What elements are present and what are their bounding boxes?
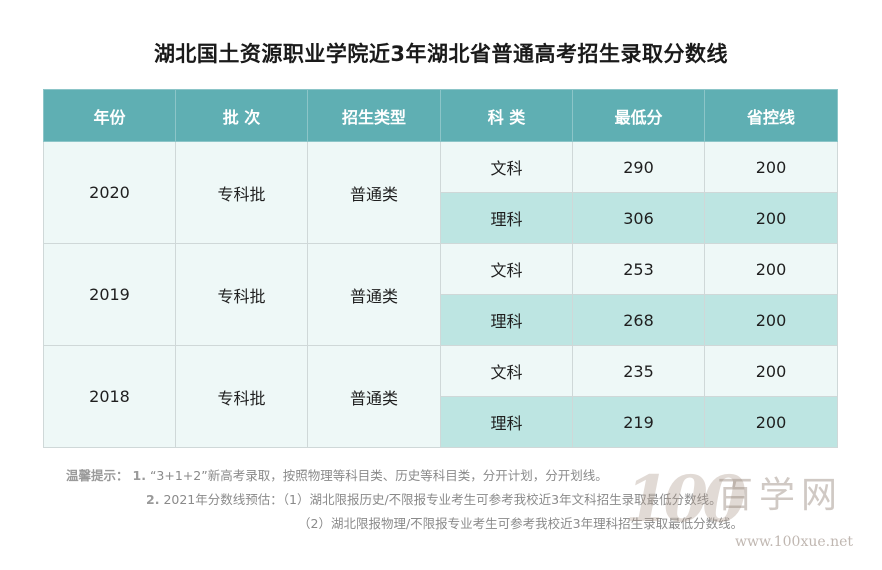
control-line-cell: 200	[704, 141, 838, 193]
table-row: 理科 268 200	[44, 294, 838, 346]
note-text: “3+1+2”新高考录取，按照物理等科目类、历史等科目类，分开计划，分开划线。	[149, 468, 608, 483]
note-line-2: 2. 2021年分数线预估：（1）湖北限报历史/不限报专业考生可参考我校近3年文…	[66, 488, 743, 512]
subject-cell: 文科	[440, 345, 573, 397]
subject-cell: 文科	[440, 243, 573, 295]
min-score-cell: 219	[572, 396, 705, 448]
note-text: 2021年分数线预估：（1）湖北限报历史/不限报专业考生可参考我校近3年文科招生…	[163, 492, 722, 507]
site-watermark: 100 百学网 www.100xue.net	[625, 468, 875, 568]
year-cell: 2020	[43, 141, 176, 244]
note-line-1: 温馨提示： 1. “3+1+2”新高考录取，按照物理等科目类、历史等科目类，分开…	[66, 464, 743, 488]
min-score-cell: 235	[572, 345, 705, 397]
column-header-subject: 科 类	[440, 89, 573, 142]
type-cell: 普通类	[307, 345, 441, 448]
control-line-cell: 200	[704, 192, 838, 244]
notes-section: 温馨提示： 1. “3+1+2”新高考录取，按照物理等科目类、历史等科目类，分开…	[66, 464, 743, 536]
control-line-cell: 200	[704, 243, 838, 295]
year-cell: 2019	[43, 243, 176, 346]
note-line-3: （2）湖北限报物理/不限报专业考生可参考我校近3年理科招生录取最低分数线。	[66, 512, 743, 536]
min-score-cell: 253	[572, 243, 705, 295]
subject-cell: 理科	[440, 192, 573, 244]
admission-score-table: 年份 批 次 招生类型 科 类 最低分 省控线 2020 专科批 普通类 文科 …	[43, 89, 838, 448]
table-row: 2019 专科批 普通类 文科 253 200	[43, 243, 838, 346]
control-line-cell: 200	[704, 294, 838, 346]
table-header-row: 年份 批 次 招生类型 科 类 最低分 省控线	[43, 89, 838, 142]
column-header-control-line: 省控线	[704, 89, 838, 142]
type-cell: 普通类	[307, 243, 441, 346]
page-title: 湖北国土资源职业学院近3年湖北省普通高考招生录取分数线	[153, 42, 729, 66]
year-cell: 2018	[43, 345, 176, 448]
min-score-cell: 306	[572, 192, 705, 244]
batch-cell: 专科批	[175, 345, 308, 448]
subject-cell: 文科	[440, 141, 573, 193]
table-row: 2018 专科批 普通类 文科 235 200	[43, 345, 838, 448]
table-row: 理科 219 200	[44, 396, 838, 448]
control-line-cell: 200	[704, 345, 838, 397]
note-text: （2）湖北限报物理/不限报专业考生可参考我校近3年理科招生录取最低分数线。	[298, 516, 744, 531]
column-header-batch: 批 次	[175, 89, 308, 142]
watermark-site-name: 百学网	[717, 475, 844, 516]
note-number: 2.	[146, 492, 160, 507]
column-header-min-score: 最低分	[572, 89, 705, 142]
table-row: 理科 306 200	[44, 192, 838, 244]
watermark-url: www.100xue.net	[735, 534, 854, 550]
batch-cell: 专科批	[175, 243, 308, 346]
type-cell: 普通类	[307, 141, 441, 244]
subject-cell: 理科	[440, 396, 573, 448]
batch-cell: 专科批	[175, 141, 308, 244]
column-header-type: 招生类型	[307, 89, 441, 142]
note-number: 1.	[132, 468, 146, 483]
watermark-logo-digits: 100	[625, 462, 747, 537]
min-score-cell: 290	[572, 141, 705, 193]
notes-lead: 温馨提示：	[66, 468, 129, 483]
control-line-cell: 200	[704, 396, 838, 448]
min-score-cell: 268	[572, 294, 705, 346]
subject-cell: 理科	[440, 294, 573, 346]
column-header-year: 年份	[43, 89, 176, 142]
table-row: 2020 专科批 普通类 文科 290 200	[43, 141, 838, 244]
